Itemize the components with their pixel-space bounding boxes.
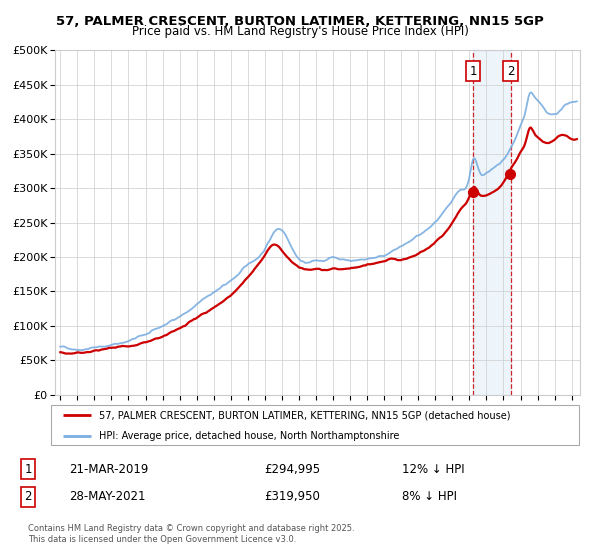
Text: HPI: Average price, detached house, North Northamptonshire: HPI: Average price, detached house, Nort… <box>98 431 399 441</box>
Text: 8% ↓ HPI: 8% ↓ HPI <box>402 490 457 503</box>
Text: £319,950: £319,950 <box>264 490 320 503</box>
Text: 12% ↓ HPI: 12% ↓ HPI <box>402 463 464 476</box>
Bar <box>473 50 511 395</box>
Text: £294,995: £294,995 <box>264 463 320 476</box>
Text: 57, PALMER CRESCENT, BURTON LATIMER, KETTERING, NN15 5GP: 57, PALMER CRESCENT, BURTON LATIMER, KET… <box>56 15 544 27</box>
Text: Price paid vs. HM Land Registry's House Price Index (HPI): Price paid vs. HM Land Registry's House … <box>131 25 469 38</box>
Text: 57, PALMER CRESCENT, BURTON LATIMER, KETTERING, NN15 5GP (detached house): 57, PALMER CRESCENT, BURTON LATIMER, KET… <box>98 410 510 421</box>
Text: 1: 1 <box>25 463 32 476</box>
Text: 2: 2 <box>25 490 32 503</box>
Text: 2: 2 <box>507 64 514 78</box>
Text: 21-MAR-2019: 21-MAR-2019 <box>69 463 148 476</box>
Text: 1: 1 <box>469 64 477 78</box>
Text: 28-MAY-2021: 28-MAY-2021 <box>69 490 146 503</box>
Text: Contains HM Land Registry data © Crown copyright and database right 2025.
This d: Contains HM Land Registry data © Crown c… <box>28 524 355 544</box>
FancyBboxPatch shape <box>51 405 579 445</box>
